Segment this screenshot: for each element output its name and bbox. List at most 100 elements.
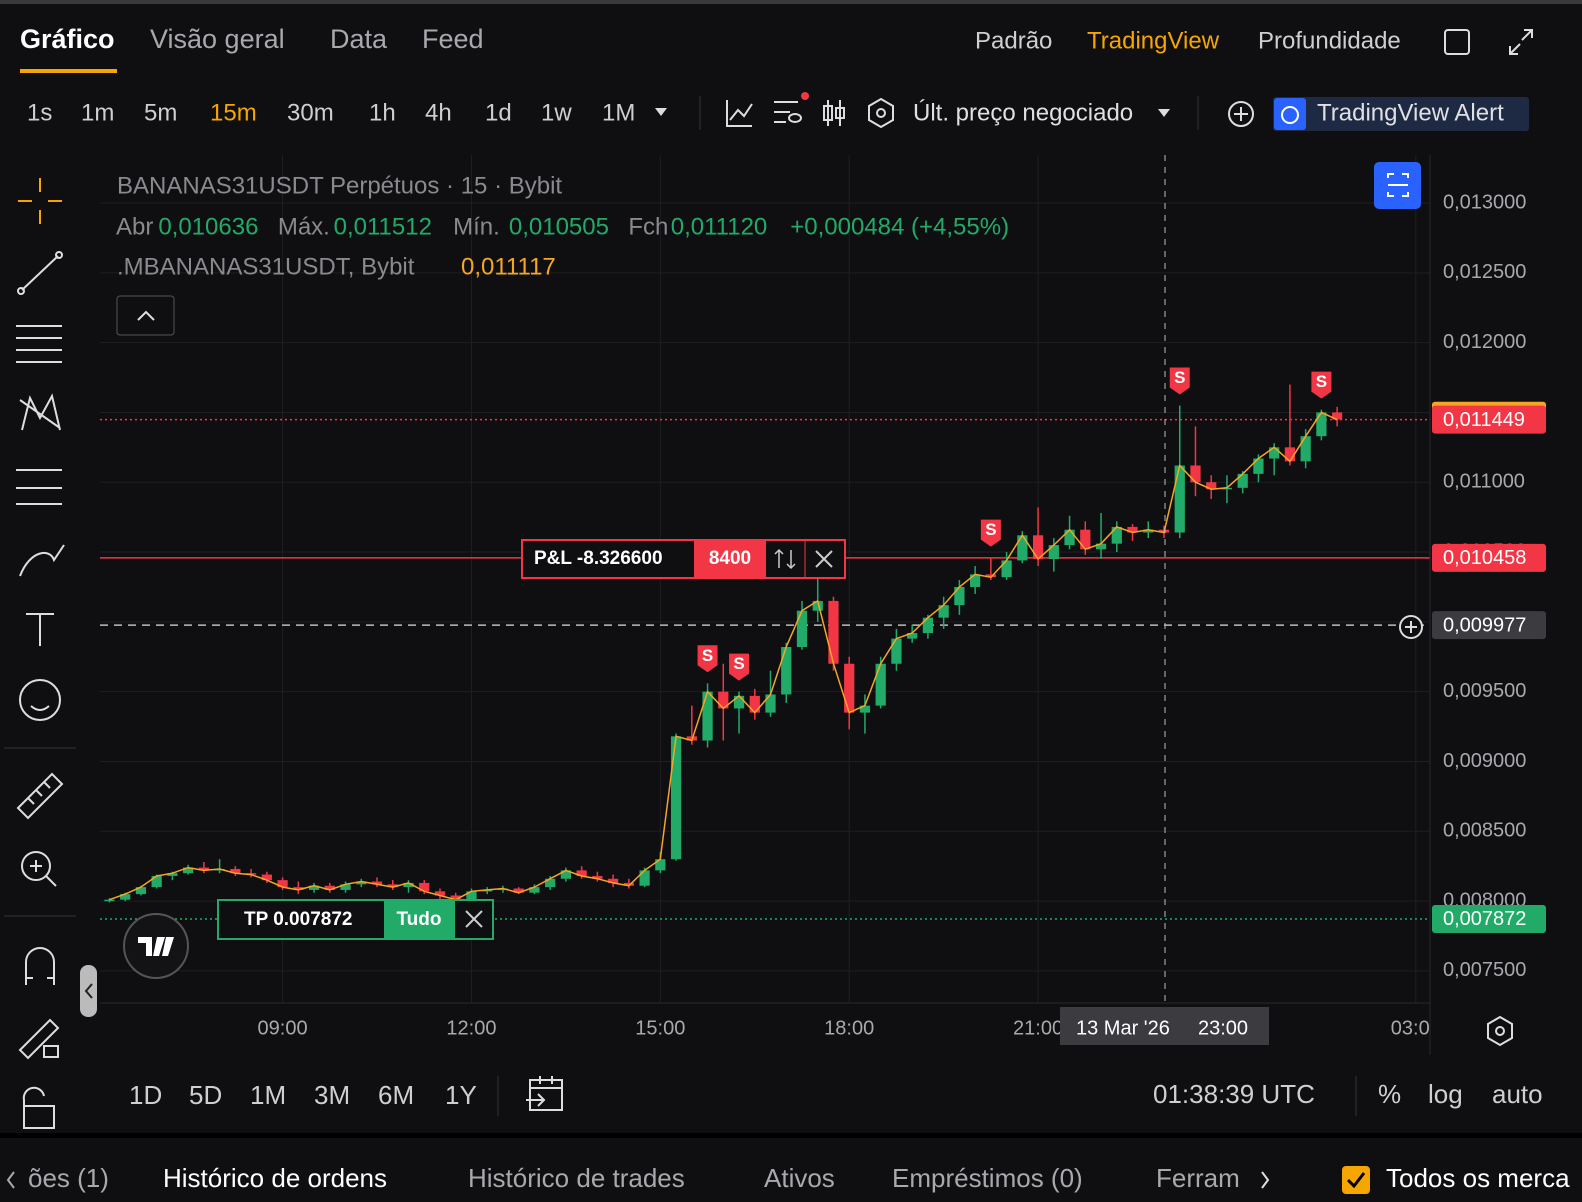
emoji-tool[interactable] xyxy=(19,679,61,721)
interval[interactable]: 1s xyxy=(27,99,52,126)
range[interactable]: 6M xyxy=(378,1080,414,1110)
magnet-tool[interactable] xyxy=(25,947,55,985)
sell-marker xyxy=(729,653,750,681)
all-markets-checkbox[interactable] xyxy=(1342,1166,1370,1194)
collapse-toolbar[interactable] xyxy=(80,965,97,1017)
tab[interactable]: Gráfico xyxy=(20,24,115,54)
candle-body xyxy=(749,695,760,713)
collapse-legend[interactable] xyxy=(116,295,175,336)
range[interactable]: 1Y xyxy=(445,1080,477,1110)
interval[interactable]: 1d xyxy=(485,99,512,126)
candle-body xyxy=(922,617,934,634)
interval[interactable]: 1h xyxy=(369,99,396,126)
tabs-prev[interactable] xyxy=(6,1171,15,1189)
ohlc-value: 0,010505 xyxy=(509,213,609,240)
tp-scope: Tudo xyxy=(396,909,441,930)
price-level-tag xyxy=(1432,611,1546,640)
unlock-tool xyxy=(23,1105,55,1129)
range[interactable]: 1M xyxy=(250,1080,286,1110)
tab[interactable]: Feed xyxy=(422,24,484,54)
close-tp[interactable] xyxy=(465,910,483,928)
sell-marker xyxy=(980,519,1001,547)
scale-option[interactable]: auto xyxy=(1492,1079,1543,1109)
crosshair-tool[interactable] xyxy=(18,178,62,224)
interval[interactable]: 5m xyxy=(144,99,177,126)
indicators-icon[interactable] xyxy=(726,100,753,127)
candle-body xyxy=(607,878,619,883)
sell-marker-label: S xyxy=(1174,368,1185,387)
reverse-icon[interactable] xyxy=(774,548,796,570)
brush-tool[interactable] xyxy=(19,544,65,577)
interval[interactable]: 1m xyxy=(81,99,114,126)
ohlc-change: +0,000484 (+4,55%) xyxy=(790,213,1009,240)
candle-body xyxy=(151,875,162,888)
range[interactable]: 5D xyxy=(189,1080,222,1110)
candle-body xyxy=(1237,473,1248,488)
bottom-tab[interactable]: Histórico de trades xyxy=(468,1163,685,1193)
price-source[interactable]: Últ. preço negociado xyxy=(913,99,1133,126)
lock-draw-tool[interactable] xyxy=(18,1018,60,1060)
bottom-tab[interactable]: Ativos xyxy=(764,1163,835,1193)
interval[interactable]: 4h xyxy=(425,99,452,126)
range[interactable]: 1D xyxy=(129,1080,162,1110)
scale-option[interactable]: % xyxy=(1378,1079,1401,1109)
axis-settings[interactable] xyxy=(1487,1015,1513,1047)
candle-body xyxy=(1190,465,1201,483)
y-tick-label: 0,007500 xyxy=(1443,959,1526,981)
time-axis: 09:00 12:00 15:00 18:00 21:00 03:00 xyxy=(258,1017,1430,1039)
scale-option[interactable]: log xyxy=(1428,1079,1463,1109)
price-level-label: 0,007872 xyxy=(1443,908,1526,930)
ohlc-value: 0,011512 xyxy=(334,213,432,240)
y-tick-label: 0,008500 xyxy=(1443,820,1526,842)
y-tick-label: 0,012500 xyxy=(1443,261,1526,283)
candle-body xyxy=(371,881,383,885)
ruler-tool[interactable] xyxy=(16,772,64,820)
settings-lines-icon[interactable] xyxy=(774,101,803,123)
candle-body xyxy=(356,881,367,885)
tabs-next[interactable] xyxy=(1261,1171,1270,1189)
candle-body xyxy=(655,859,666,871)
tab[interactable]: Visão geral xyxy=(150,24,285,54)
close-position[interactable] xyxy=(815,550,833,568)
interval[interactable]: 15m xyxy=(210,99,257,126)
goto-date[interactable] xyxy=(526,1076,563,1111)
interval[interactable]: 30m xyxy=(287,99,334,126)
zoom-tool[interactable] xyxy=(21,851,51,881)
unlock-shackle[interactable] xyxy=(22,1086,45,1112)
interval[interactable]: 1w xyxy=(541,99,572,126)
alert-label[interactable]: TradingView Alert xyxy=(1317,99,1504,126)
view-option[interactable]: Profundidade xyxy=(1258,27,1401,54)
interval[interactable]: 1M xyxy=(602,99,635,126)
trendline-tool[interactable] xyxy=(21,255,59,291)
bottom-tab[interactable]: Ferram xyxy=(1156,1163,1240,1193)
layout-icon[interactable] xyxy=(1444,29,1470,55)
prediction-tool[interactable] xyxy=(16,469,62,505)
fullscreen-icon[interactable] xyxy=(1509,29,1533,55)
candle-body xyxy=(954,586,965,606)
candle-type-icon[interactable] xyxy=(823,100,845,126)
lock-small xyxy=(43,1045,59,1058)
screenshot-icon xyxy=(1387,173,1409,197)
view-option[interactable]: TradingView xyxy=(1087,27,1220,54)
pattern-tool[interactable] xyxy=(19,393,61,431)
tab[interactable]: Data xyxy=(330,24,388,54)
bottom-tab[interactable]: ões (1) xyxy=(28,1163,109,1193)
view-option[interactable]: Padrão xyxy=(975,27,1052,54)
alert-button[interactable] xyxy=(1273,97,1529,131)
text-tool[interactable] xyxy=(26,613,54,646)
tp-label: TP 0.007872 xyxy=(244,909,352,930)
candle-body xyxy=(261,874,272,881)
fib-tool[interactable] xyxy=(16,325,62,363)
range[interactable]: 3M xyxy=(314,1080,350,1110)
source-dropdown[interactable] xyxy=(1158,109,1170,117)
add-icon-plus xyxy=(1234,107,1248,121)
candle-body xyxy=(1080,529,1091,550)
interval-dropdown[interactable] xyxy=(655,108,667,116)
bottom-tab[interactable]: Histórico de ordens xyxy=(163,1163,387,1193)
settings-icon[interactable] xyxy=(868,97,894,129)
bottom-tab[interactable]: Empréstimos (0) xyxy=(892,1163,1083,1193)
panel-separator xyxy=(0,1133,1582,1138)
add-icon[interactable] xyxy=(1228,101,1254,127)
